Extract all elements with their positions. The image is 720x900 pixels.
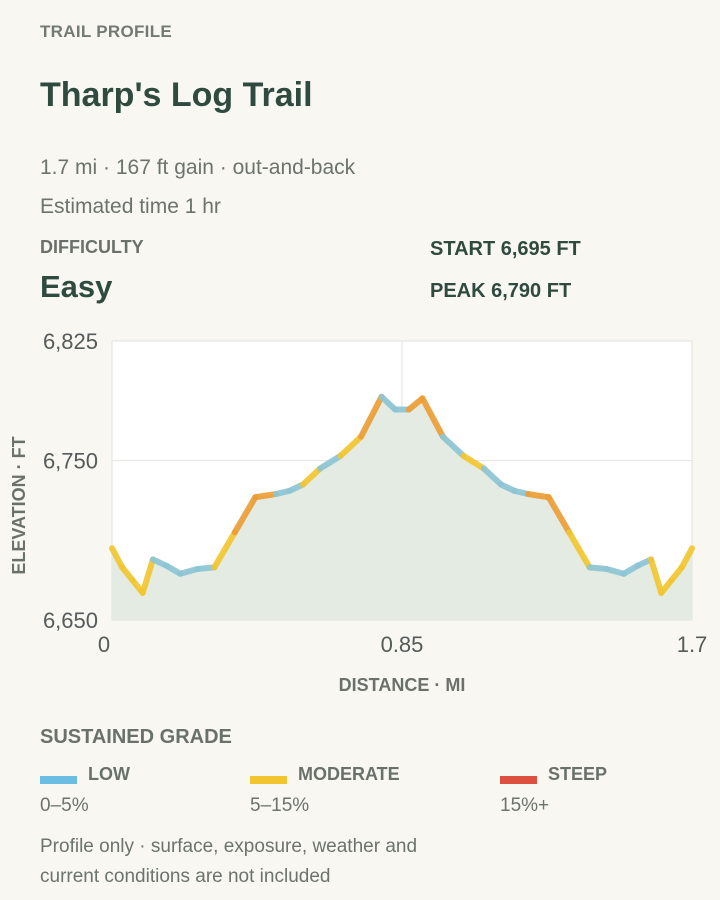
elevation-area: [112, 396, 692, 620]
profile-segment: [317, 452, 344, 472]
profile-segment: [678, 545, 695, 571]
profile-segment: [211, 529, 238, 571]
x-axis-label: DISTANCE · MI: [339, 675, 466, 695]
y-tick-label: 6,650: [43, 608, 98, 633]
section-kicker: TRAIL PROFILE: [40, 22, 173, 41]
legend-range-steep: 15%+: [500, 795, 550, 816]
legend-range-moderate: 5–15%: [250, 795, 310, 816]
x-tick-label: 0.85: [381, 632, 424, 657]
profile-segment: [566, 529, 593, 571]
legend-name-steep: STEEP: [548, 764, 608, 784]
legend-name-moderate: MODERATE: [298, 764, 400, 784]
profile-segment: [139, 556, 156, 596]
profile-segment: [648, 556, 665, 596]
estimated-time: Estimated time 1 hr: [40, 195, 221, 218]
x-tick-label: 1.7: [677, 632, 708, 657]
profile-segment: [231, 494, 259, 536]
y-tick-label: 6,750: [43, 449, 98, 474]
legend-swatch-low: [40, 776, 77, 784]
legend-range-low: 0–5%: [40, 795, 89, 816]
start-elevation: START 6,695 FT: [430, 238, 581, 260]
y-tick-label: 6,825: [43, 329, 98, 354]
legend-swatch-moderate: [250, 776, 287, 784]
profile-segment: [419, 395, 446, 440]
peak-elevation: PEAK 6,790 FT: [430, 280, 572, 302]
profile-segment: [378, 393, 399, 413]
y-axis-label: ELEVATION · FT: [9, 436, 29, 574]
profile-segment: [337, 433, 365, 459]
trail-summary: 1.7 mi · 167 ft gain · out-and-back: [40, 156, 356, 179]
profile-segment: [545, 494, 573, 536]
profile-segment: [525, 491, 552, 501]
profile-segment: [358, 393, 385, 440]
elevation-profile-chart: 6,650 6,750 6,825 0 0.85 1.7 DISTANCE · MI ELEV…: [9, 329, 708, 695]
profile-segment: [300, 465, 324, 488]
profile-segment: [252, 491, 279, 501]
difficulty-label: DIFFICULTY: [40, 237, 144, 257]
trail-title: Tharp's Log Trail: [40, 76, 313, 114]
profile-segment: [460, 452, 487, 472]
profile-segment: [109, 545, 126, 571]
legend-name-low: LOW: [88, 764, 130, 784]
difficulty-value: Easy: [40, 269, 113, 304]
profile-segment: [439, 433, 467, 459]
legend-title: SUSTAINED GRADE: [40, 726, 232, 748]
x-tick-label: 0: [98, 632, 110, 657]
disclaimer-note: Profile only · surface, exposure, weathe…: [40, 836, 418, 887]
legend-swatch-steep: [500, 776, 537, 784]
profile-segment: [480, 465, 504, 488]
